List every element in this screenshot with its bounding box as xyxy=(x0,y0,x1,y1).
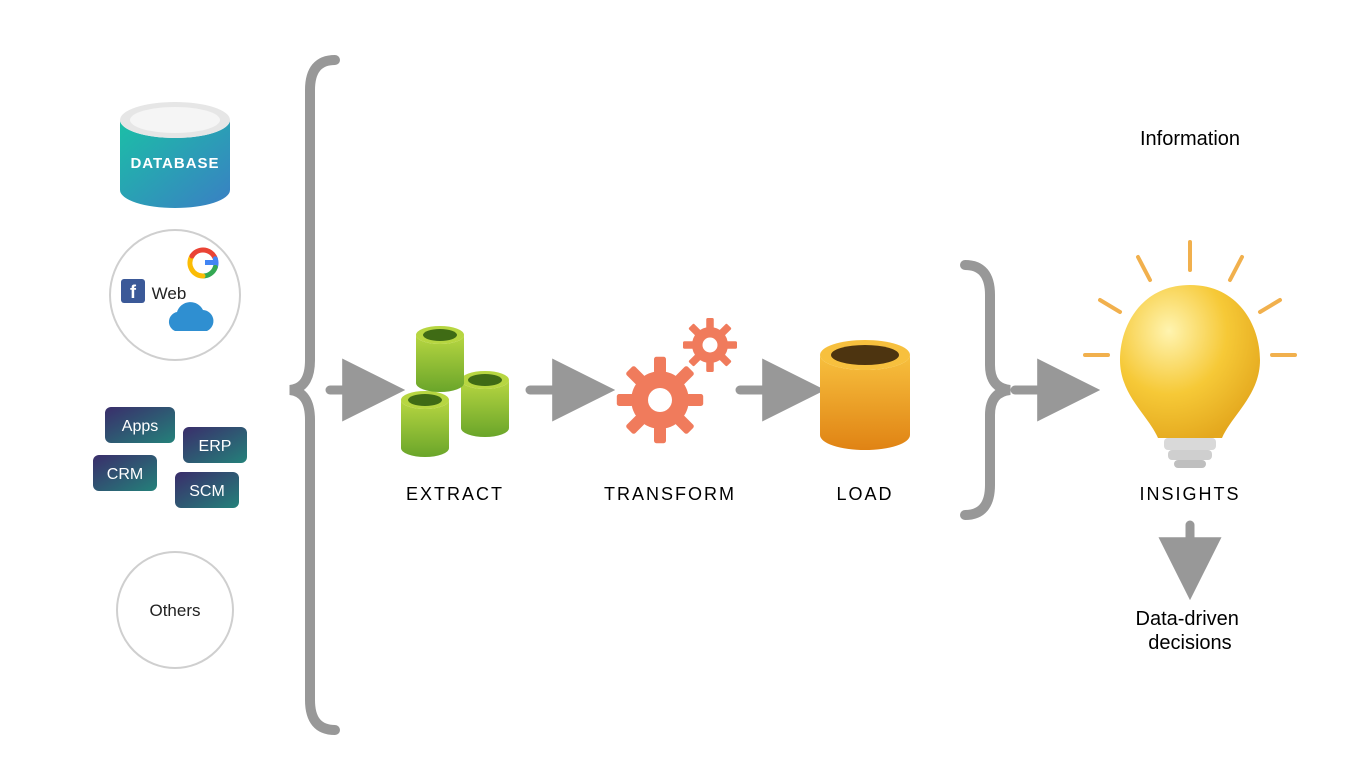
web-label: Web xyxy=(152,284,187,303)
app-box-label: Apps xyxy=(122,418,158,435)
others-label: Others xyxy=(149,601,200,620)
decisions-label: Data-driven decisions xyxy=(1136,608,1245,654)
bracket-right-icon xyxy=(965,265,1010,515)
database-label: DATABASE xyxy=(130,155,219,172)
extract-label: EXTRACT xyxy=(406,484,504,504)
facebook-icon: f xyxy=(121,279,145,303)
bracket-left-icon xyxy=(290,60,335,730)
lightbulb-icon xyxy=(1085,242,1295,468)
source-web: f Web xyxy=(110,230,240,360)
cloud-icon xyxy=(169,302,214,331)
app-box-label: SCM xyxy=(189,483,225,500)
information-label: Information xyxy=(1140,128,1240,150)
gear-icon xyxy=(683,318,737,372)
source-apps: Apps ERP CRM SCM xyxy=(93,407,247,508)
source-database: DATABASE xyxy=(120,102,230,208)
app-box-label: ERP xyxy=(199,438,232,455)
gear-icon xyxy=(617,357,703,443)
insights-label: INSIGHTS xyxy=(1139,484,1240,504)
google-icon xyxy=(190,250,217,276)
app-box-label: CRM xyxy=(107,466,143,483)
load-label: LOAD xyxy=(836,484,893,504)
extract-stage xyxy=(401,326,509,457)
load-stage xyxy=(820,340,910,450)
etl-diagram: DATABASE f Web Apps ERP xyxy=(0,0,1366,768)
transform-label: TRANSFORM xyxy=(604,484,736,504)
source-others: Others xyxy=(117,552,233,668)
transform-stage xyxy=(617,318,737,443)
svg-text:f: f xyxy=(130,282,137,302)
